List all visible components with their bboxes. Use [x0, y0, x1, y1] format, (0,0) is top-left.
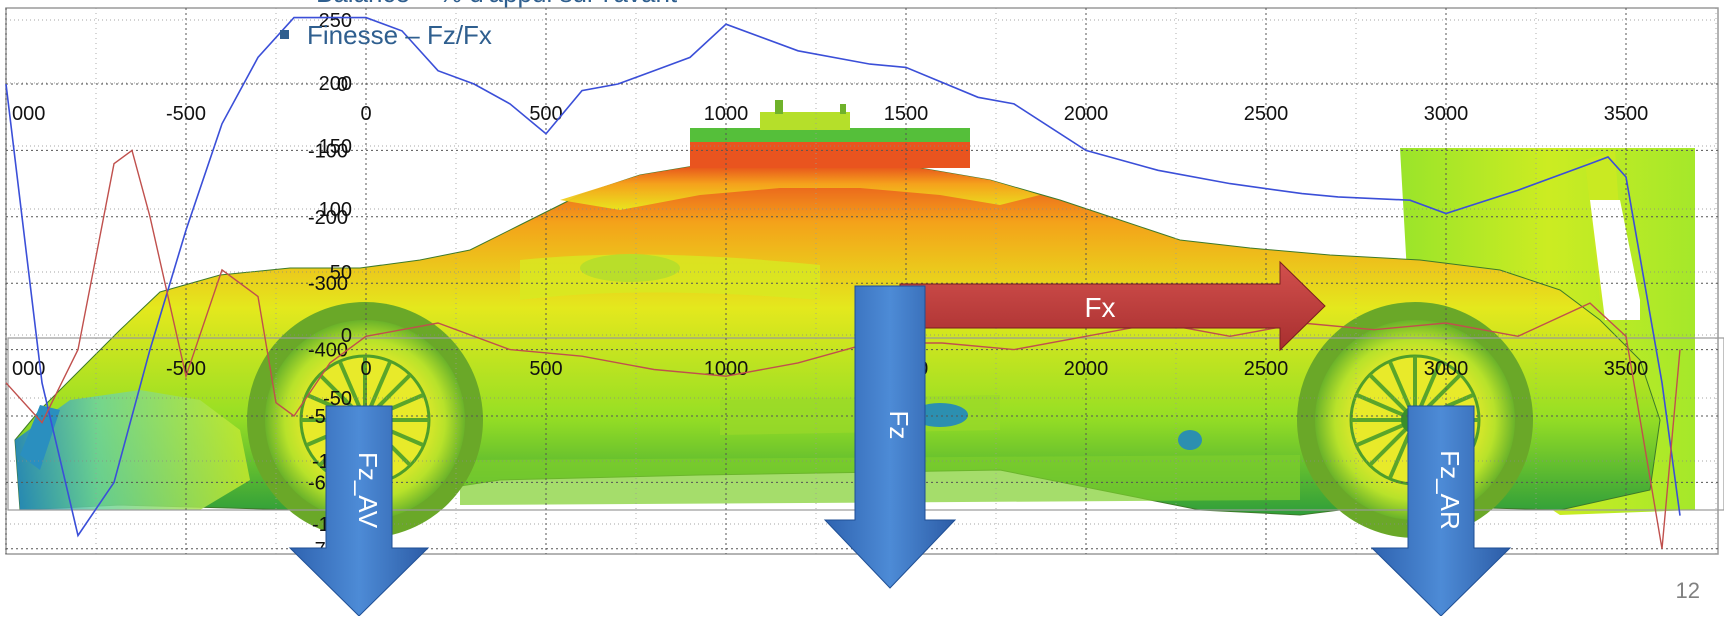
- chart-grid-vertical: [5, 8, 1717, 554]
- fx-arrow: Fx: [899, 260, 1326, 352]
- y-tick-label-overlay: 100: [319, 199, 352, 221]
- x-tick-label-lower: 3500: [1604, 358, 1649, 380]
- y-tick-label-overlay: 0: [341, 325, 352, 347]
- x-tick-label-upper: 3000: [1424, 103, 1469, 125]
- y-tick-label-overlay: 50: [330, 262, 352, 284]
- x-tick-label-upper: 500: [529, 103, 562, 125]
- x-tick-label-lower: 500: [529, 358, 562, 380]
- y-tick-label: -300: [308, 273, 348, 295]
- bullet-square-icon: [280, 29, 289, 39]
- x-tick-label-upper: 0: [360, 103, 371, 125]
- y-tick-label: -200: [308, 207, 348, 229]
- y-tick-label-overlay: 250: [319, 10, 352, 32]
- x-tick-label-upper: -500: [166, 103, 206, 125]
- fz-arrow: Fz: [823, 285, 957, 589]
- y-tick-label: -400: [308, 340, 348, 362]
- x-tick-label-upper: 3500: [1604, 103, 1649, 125]
- x-tick-label-upper: 2500: [1244, 103, 1289, 125]
- y-tick-label-overlay: 200: [319, 73, 352, 95]
- x-tick-label-upper: 2000: [1064, 103, 1109, 125]
- fz-front-label: Fz_AV: [353, 452, 383, 529]
- y-tick-label: -100: [308, 140, 348, 162]
- y-tick-label: 0: [337, 74, 348, 96]
- fz-front-arrow: Fz_AV: [288, 405, 430, 617]
- y-tick-label-overlay: -50: [323, 388, 352, 410]
- x-tick-label-lower: 000: [12, 358, 45, 380]
- x-tick-label-lower: 3000: [1424, 358, 1469, 380]
- y-tick-label-overlay: 150: [319, 136, 352, 158]
- x-tick-label-lower: 2000: [1064, 358, 1109, 380]
- x-tick-label-upper: 1000: [704, 103, 749, 125]
- x-tick-label-upper: 1500: [884, 103, 929, 125]
- page-number: 12: [1675, 578, 1700, 603]
- bullet-balance: Balance – % d'appui sur l'avant: [316, 0, 677, 9]
- bullet-finesse-text: Finesse – Fz/Fx: [307, 20, 492, 50]
- fz-rear-label: Fz_AR: [1435, 450, 1465, 529]
- bullet-finesse: Finesse – Fz/Fx: [280, 20, 492, 51]
- x-tick-label-lower: 2500: [1244, 358, 1289, 380]
- series-red-line: [5, 149, 1681, 549]
- series-blue-line: [5, 16, 1681, 538]
- fx-label: Fx: [1084, 292, 1115, 323]
- x-tick-label-lower: -500: [166, 358, 206, 380]
- fz-label: Fz: [884, 411, 914, 440]
- x-tick-label-upper: 000: [12, 103, 45, 125]
- fz-rear-arrow: Fz_AR: [1370, 405, 1512, 617]
- x-tick-label-lower: 0: [360, 358, 371, 380]
